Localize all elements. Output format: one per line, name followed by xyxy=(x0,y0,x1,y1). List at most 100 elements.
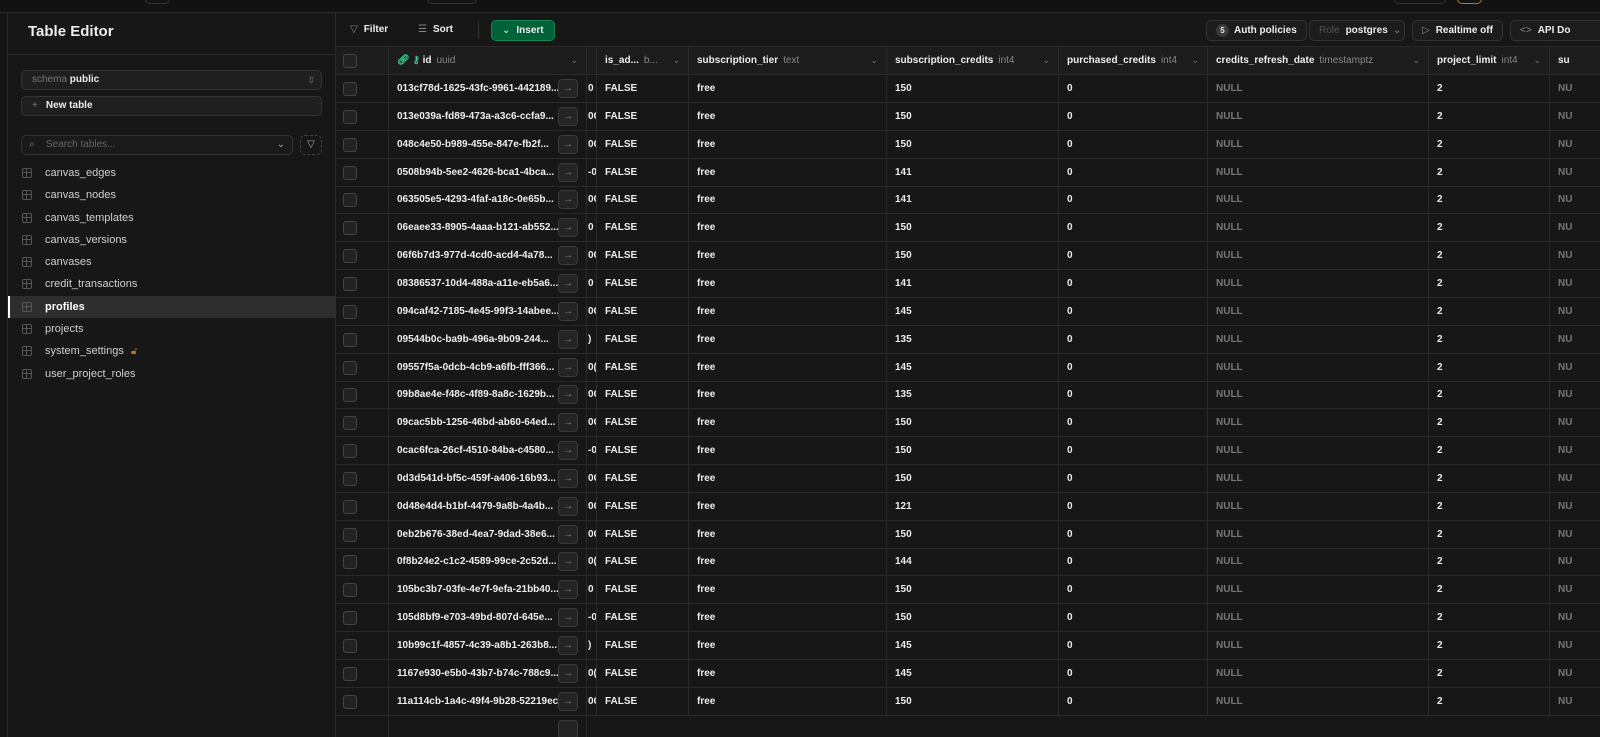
column-header-is_ad[interactable]: is_ad... b... ⌄ xyxy=(597,47,689,74)
table-cell[interactable]: 0 xyxy=(1059,464,1208,492)
arrow-right-icon[interactable]: → xyxy=(558,134,578,154)
arrow-right-icon[interactable]: → xyxy=(558,441,578,461)
table-cell[interactable]: 2 xyxy=(1429,520,1550,548)
table-cell[interactable]: 150 xyxy=(887,75,1059,102)
table-row[interactable] xyxy=(336,715,1600,737)
table-cell[interactable]: free xyxy=(689,687,887,715)
table-cell[interactable]: FALSE xyxy=(597,102,689,130)
table-cell[interactable]: 013cf78d-1625-43fc-9961-442189... → xyxy=(389,75,587,102)
table-cell[interactable]: NULL xyxy=(1208,102,1429,130)
table-cell[interactable]: 0( xyxy=(587,353,597,381)
table-cell[interactable]: 150 xyxy=(887,214,1059,242)
table-cell[interactable]: 0 xyxy=(1059,437,1208,465)
arrow-right-icon[interactable]: → xyxy=(558,468,578,488)
table-cell[interactable]: free xyxy=(689,158,887,186)
row-checkbox[interactable] xyxy=(343,221,357,236)
table-cell[interactable]: 0C xyxy=(587,186,597,214)
table-cell[interactable]: FALSE xyxy=(597,297,689,325)
table-cell[interactable]: 0 xyxy=(1059,130,1208,158)
table-cell[interactable]: -0 xyxy=(587,158,597,186)
arrow-right-icon[interactable] xyxy=(558,719,578,737)
table-cell[interactable]: NULL xyxy=(1208,492,1429,520)
column-header-project_limit[interactable]: project_limit int4 ⌄ xyxy=(1429,47,1550,74)
table-cell[interactable]: 08386537-10d4-488a-a11e-eb5a6... → xyxy=(389,269,587,297)
table-cell[interactable]: 094caf42-7185-4e45-99f3-14abee... → xyxy=(389,297,587,325)
table-cell[interactable]: 141 xyxy=(887,269,1059,297)
table-cell[interactable]: 2 xyxy=(1429,548,1550,576)
table-cell[interactable]: 150 xyxy=(887,464,1059,492)
table-cell[interactable]: FALSE xyxy=(597,687,689,715)
table-row[interactable]: 09b8ae4e-f48c-4f89-8a8c-1629b...→0CFALSE… xyxy=(336,381,1600,410)
table-row[interactable]: 08386537-10d4-488a-a11e-eb5a6... → 0 FALSE f… xyxy=(336,269,1600,298)
table-cell[interactable]: FALSE xyxy=(597,158,689,186)
table-cell[interactable]: 0 xyxy=(1059,353,1208,381)
table-row[interactable]: 0f8b24e2-c1c2-4589-99ce-2c52d... → 0(FALSE… xyxy=(336,548,1600,577)
table-cell[interactable]: 0C xyxy=(587,130,597,158)
schema-selector[interactable]: schema public ⇳ xyxy=(21,70,322,90)
table-cell[interactable]: 150 xyxy=(887,604,1059,632)
table-cell[interactable]: 145 xyxy=(887,659,1059,687)
table-cell[interactable]: 0 xyxy=(1059,576,1208,604)
table-cell[interactable]: free xyxy=(689,409,887,437)
table-row[interactable]: 048c4e50-b989-455e-847e-fb2f... → 0C FALSE f… xyxy=(336,130,1600,159)
chevron-down-icon[interactable]: ⌄ xyxy=(1042,55,1050,65)
table-row[interactable]: 09544b0c-ba9b-496a-9b09-244... →) FALSE fre… xyxy=(336,325,1600,354)
table-cell[interactable]: free xyxy=(689,437,887,465)
table-cell[interactable]: FALSE xyxy=(597,520,689,548)
table-row[interactable]: 06f6b7d3-977d-4cd0-acd4-4a78... → 0C FALSE f… xyxy=(336,242,1600,271)
table-cell[interactable]: -0 xyxy=(587,604,597,632)
table-row[interactable]: 09557f5a-0dcb-4cb9-a6fb-fff366... → 0(FALS… xyxy=(336,353,1600,382)
row-checkbox[interactable] xyxy=(343,583,357,598)
table-cell[interactable]: NU xyxy=(1550,354,1600,381)
top-bar-control[interactable] xyxy=(1457,0,1482,4)
row-checkbox[interactable] xyxy=(343,82,357,96)
table-cell[interactable]: NULL xyxy=(1208,409,1429,437)
table-cell[interactable]: NU xyxy=(1550,298,1600,325)
chevrons-down-icon[interactable]: ⌄ xyxy=(276,139,285,150)
table-cell[interactable]: 150 xyxy=(887,242,1059,270)
table-cell[interactable]: 09cac5bb-1256-46bd-ab60-64ed... → xyxy=(389,409,587,437)
table-cell[interactable]: NU xyxy=(1550,186,1600,213)
row-checkbox[interactable] xyxy=(343,611,357,626)
table-row[interactable]: 063505e5-4293-4faf-a18c-0e65b... → 0C FALSE… xyxy=(336,186,1600,215)
column-header-subscription_credits[interactable]: subscription_credits int4 ⌄ xyxy=(887,47,1059,74)
table-cell[interactable]: NULL xyxy=(1208,269,1429,297)
table-cell[interactable]: FALSE xyxy=(597,604,689,632)
realtime-button[interactable]: ▷ Realtime off xyxy=(1412,20,1503,41)
new-table-button[interactable]: + New table xyxy=(21,96,322,116)
table-cell[interactable]: FALSE xyxy=(597,214,689,242)
table-cell[interactable]: free xyxy=(689,75,887,102)
table-row[interactable]: 09cac5bb-1256-46bd-ab60-64ed...→0CFALSEf… xyxy=(336,409,1600,438)
table-cell[interactable]: 0 xyxy=(1059,687,1208,715)
table-cell[interactable]: FALSE xyxy=(597,409,689,437)
table-cell[interactable] xyxy=(389,715,587,737)
table-row[interactable]: 105bc3b7-03fe-4e7f-9efa-21bb40... → 0 FALSE… xyxy=(336,576,1600,605)
table-cell[interactable]: 145 xyxy=(887,297,1059,325)
table-cell[interactable]: FALSE xyxy=(597,437,689,465)
table-cell[interactable]: 0cac6fca-26cf-4510-84ba-c4580... → xyxy=(389,437,587,465)
table-cell[interactable]: 150 xyxy=(887,102,1059,130)
table-row[interactable]: 0cac6fca-26cf-4510-84ba-c4580... → -0 FALSE… xyxy=(336,437,1600,466)
table-cell[interactable]: 150 xyxy=(887,687,1059,715)
arrow-right-icon[interactable]: → xyxy=(558,79,578,98)
table-cell[interactable]: 2 xyxy=(1429,158,1550,186)
table-row[interactable]: 1167e930-e5b0-43b7-b74c-788c9... → 0(FALSE… xyxy=(336,659,1600,688)
table-cell[interactable]: 2 xyxy=(1429,409,1550,437)
column-header-su[interactable]: su xyxy=(1550,47,1600,74)
table-cell[interactable]: 0 xyxy=(1059,325,1208,353)
table-cell[interactable]: 2 xyxy=(1429,353,1550,381)
arrow-right-icon[interactable]: → xyxy=(558,691,578,711)
table-cell[interactable]: NULL xyxy=(1208,75,1429,102)
row-checkbox[interactable] xyxy=(343,499,357,514)
table-cell[interactable]: 0C xyxy=(587,297,597,325)
table-cell[interactable]: free xyxy=(689,214,887,242)
table-cell[interactable]: free xyxy=(689,353,887,381)
column-header[interactable] xyxy=(587,47,597,74)
table-cell[interactable]: NULL xyxy=(1208,632,1429,659)
table-cell[interactable]: 0 xyxy=(1059,632,1208,659)
table-cell[interactable]: FALSE xyxy=(597,325,689,353)
arrow-right-icon[interactable]: → xyxy=(558,663,578,683)
chevron-down-icon[interactable]: ⌄ xyxy=(1191,55,1199,65)
table-cell[interactable]: free xyxy=(689,492,887,520)
table-cell[interactable]: 0 xyxy=(1059,214,1208,242)
